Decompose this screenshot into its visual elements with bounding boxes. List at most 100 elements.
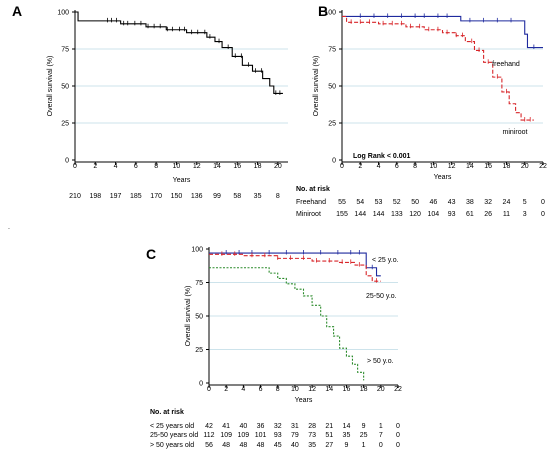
x-axis-label: Years (295, 397, 313, 404)
risk-count: 0 (396, 423, 400, 430)
risk-count: 54 (356, 199, 364, 206)
risk-count: 42 (205, 423, 213, 430)
risk-count: 0 (541, 211, 545, 218)
risk-count: 0 (541, 199, 545, 206)
risk-count: 38 (466, 199, 474, 206)
y-axis-label: Overall survival (%) (185, 286, 192, 347)
annotation: miniroot (503, 129, 528, 136)
risk-count: 136 (191, 193, 203, 200)
y-tick-label: 100 (191, 247, 203, 254)
risk-count: 56 (205, 442, 213, 449)
risk-count: 46 (429, 199, 437, 206)
risk-table-title: No. at risk (150, 409, 184, 416)
annotation: freehand (492, 61, 520, 68)
x-tick-label: 14 (213, 163, 221, 170)
x-tick-label: 0 (340, 163, 344, 170)
risk-count: 5 (523, 199, 527, 206)
risk-count: 36 (257, 423, 265, 430)
y-tick-label: 50 (61, 84, 69, 91)
risk-count: 150 (171, 193, 183, 200)
risk-count: 101 (255, 432, 267, 439)
survival-curve-3 (209, 267, 365, 381)
annotation: > 50 y.o. (367, 358, 394, 365)
x-tick-label: 12 (193, 163, 201, 170)
survival-curve-1 (75, 11, 283, 94)
x-tick-label: 2 (93, 163, 97, 170)
risk-count: 0 (396, 442, 400, 449)
x-tick-label: 4 (241, 386, 245, 393)
risk-count: 133 (391, 211, 403, 218)
x-axis-label: Years (173, 177, 191, 184)
x-tick-label: 16 (343, 386, 351, 393)
panel-label: A (12, 3, 22, 19)
risk-count: 210 (69, 193, 81, 200)
risk-count: 28 (308, 423, 316, 430)
x-tick-label: 10 (291, 386, 299, 393)
risk-count: 48 (239, 442, 247, 449)
risk-count: 73 (308, 432, 316, 439)
x-tick-label: 0 (73, 163, 77, 170)
risk-count: 99 (213, 193, 221, 200)
risk-count: 93 (274, 432, 282, 439)
y-tick-label: 25 (328, 121, 336, 128)
x-tick-label: 12 (448, 163, 456, 170)
y-axis-label: Overall survival (%) (313, 56, 320, 117)
risk-count: 35 (343, 432, 351, 439)
y-tick-label: 25 (61, 121, 69, 128)
x-tick-label: 10 (429, 163, 437, 170)
risk-count: 93 (448, 211, 456, 218)
risk-row-label: Freehand (296, 199, 326, 206)
x-tick-label: 18 (254, 163, 262, 170)
risk-count: 40 (291, 442, 299, 449)
risk-count: 198 (89, 193, 101, 200)
risk-count: 55 (338, 199, 346, 206)
risk-count: 3 (523, 211, 527, 218)
annotation: Log Rank < 0.001 (353, 153, 410, 160)
risk-count: 197 (110, 193, 122, 200)
x-tick-label: 2 (224, 386, 228, 393)
x-tick-label: 14 (466, 163, 474, 170)
risk-count: 185 (130, 193, 142, 200)
risk-count: 7 (379, 432, 383, 439)
x-tick-label: 6 (395, 163, 399, 170)
x-tick-label: 12 (308, 386, 316, 393)
y-tick-label: 50 (328, 84, 336, 91)
risk-count: 14 (343, 423, 351, 430)
panel-label: C (146, 246, 156, 262)
risk-count: 41 (222, 423, 230, 430)
risk-count: 40 (239, 423, 247, 430)
risk-count: 31 (291, 423, 299, 430)
risk-count: 144 (354, 211, 366, 218)
x-tick-label: 20 (377, 386, 385, 393)
x-axis-label: Years (434, 174, 452, 181)
risk-count: 9 (345, 442, 349, 449)
y-tick-label: 75 (195, 280, 203, 287)
risk-count: 61 (466, 211, 474, 218)
risk-count: 43 (448, 199, 456, 206)
y-tick-label: 50 (195, 314, 203, 321)
survival-curve-2 (209, 253, 381, 282)
risk-count: 21 (325, 423, 333, 430)
x-tick-label: 16 (484, 163, 492, 170)
x-tick-label: 0 (207, 386, 211, 393)
risk-count: 45 (274, 442, 282, 449)
x-tick-label: 8 (154, 163, 158, 170)
risk-count: 52 (393, 199, 401, 206)
panel-label: B (318, 3, 328, 19)
risk-count: 11 (503, 211, 510, 218)
risk-count: 53 (375, 199, 383, 206)
risk-count: 35 (254, 193, 262, 200)
risk-count: 112 (203, 432, 214, 439)
risk-count: 26 (484, 211, 492, 218)
risk-count: 35 (308, 442, 316, 449)
risk-count: 1 (379, 423, 383, 430)
annotation: 25-50 y.o. (366, 293, 397, 300)
x-tick-label: 20 (521, 163, 529, 170)
risk-count: 32 (484, 199, 492, 206)
y-tick-label: 0 (199, 381, 203, 388)
stray-dot: . (8, 224, 10, 231)
risk-count: 1 (362, 442, 366, 449)
y-tick-label: 0 (332, 158, 336, 165)
